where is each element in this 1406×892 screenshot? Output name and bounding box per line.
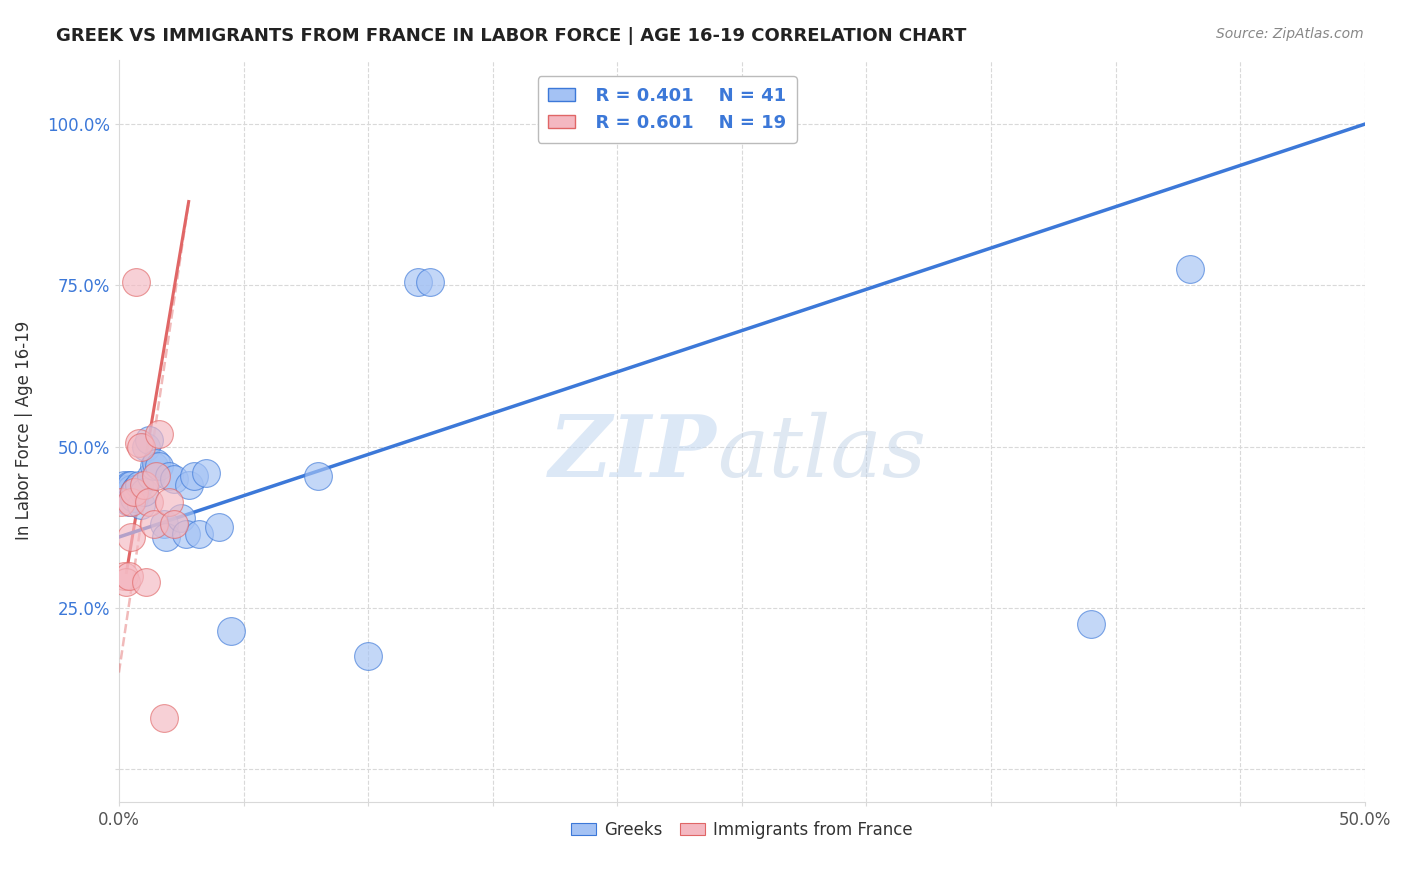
Point [145,456,167,470]
Point [357,649,380,664]
Point [125,482,148,496]
Point [138,434,160,448]
Point [163,472,186,486]
Point [170,510,193,524]
Point [148,426,170,441]
Point [174,526,197,541]
Point [1080,617,1102,632]
Point [120,478,142,492]
Point [307,468,329,483]
Point [122,491,145,506]
Point [115,484,138,499]
Point [120,482,142,496]
Point [112,568,135,582]
Point [112,482,135,496]
Text: GREEK VS IMMIGRANTS FROM FRANCE IN LABOR FORCE | AGE 16-19 CORRELATION CHART: GREEK VS IMMIGRANTS FROM FRANCE IN LABOR… [56,27,966,45]
Point [125,482,148,496]
Point [155,530,177,544]
Point [177,478,200,492]
Point [118,494,141,508]
Point [131,440,153,454]
Y-axis label: In Labor Force | Age 16-19: In Labor Force | Age 16-19 [15,321,32,541]
Point [135,575,157,590]
Point [110,494,132,508]
Point [135,440,157,454]
Point [187,526,209,541]
Point [118,478,141,492]
Point [110,482,132,496]
Point [112,478,135,492]
Point [120,530,142,544]
Point [128,436,150,450]
Point [142,459,165,474]
Point [419,275,441,289]
Point [131,498,153,512]
Point [183,468,205,483]
Point [157,468,180,483]
Point [219,624,242,638]
Point [152,711,174,725]
Point [406,275,429,289]
Text: ZIP: ZIP [550,411,717,494]
Point [120,494,142,508]
Point [132,478,155,492]
Point [157,494,180,508]
Point [207,520,229,534]
Point [141,468,163,483]
Point [122,484,145,499]
Point [122,484,145,499]
Point [163,517,186,532]
Point [148,459,170,474]
Point [195,466,218,480]
Point [152,517,174,532]
Text: Source: ZipAtlas.com: Source: ZipAtlas.com [1216,27,1364,41]
Point [142,517,165,532]
Point [138,494,160,508]
Point [128,478,150,492]
Point [125,275,148,289]
Point [1180,262,1202,277]
Point [118,568,141,582]
Point [132,484,155,499]
Point [115,482,138,496]
Point [115,575,138,590]
Legend: Greeks, Immigrants from France: Greeks, Immigrants from France [565,814,920,846]
Text: atlas: atlas [717,411,927,494]
Point [115,491,138,506]
Point [145,468,167,483]
